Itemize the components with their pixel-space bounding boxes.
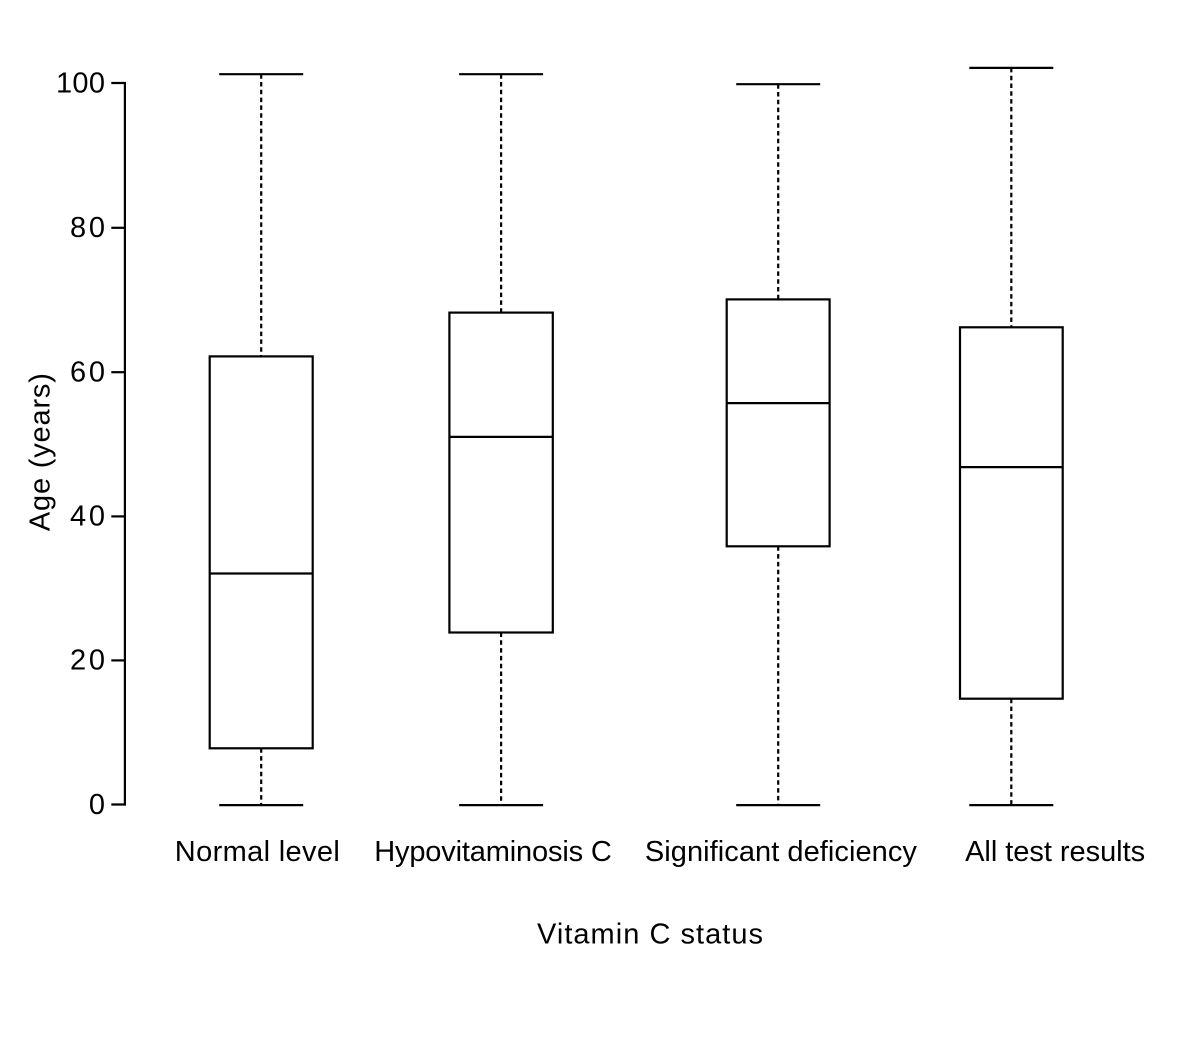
svg-text:Age (years): Age (years) (25, 373, 57, 531)
svg-text:Significant deficiency: Significant deficiency (645, 836, 918, 868)
svg-text:0: 0 (89, 789, 105, 821)
svg-text:Normal level: Normal level (175, 836, 340, 868)
svg-text:100: 100 (56, 67, 105, 99)
svg-text:Hypovitaminosis C: Hypovitaminosis C (374, 836, 612, 868)
svg-text:Vitamin C status: Vitamin C status (537, 919, 763, 951)
svg-text:All test results: All test results (965, 836, 1145, 868)
